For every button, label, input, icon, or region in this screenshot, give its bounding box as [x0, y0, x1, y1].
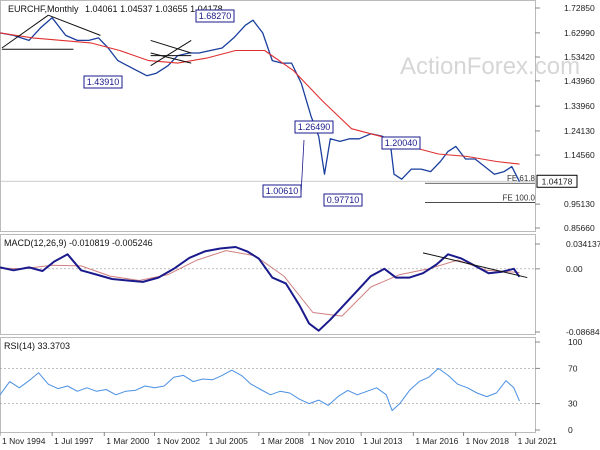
price-annotation-label: 0.97710	[327, 195, 360, 205]
macd-trendline	[422, 252, 528, 279]
x-tick-label: 1 Jul 2005	[209, 436, 248, 446]
macd-title: MACD(12,26,9) -0.010819 -0.005246	[4, 238, 153, 248]
x-tick-label: 1 Jul 2021	[518, 436, 557, 446]
price-annotation-box	[323, 193, 363, 207]
price-y-tick-label: 1.53420	[564, 52, 595, 62]
watermark: ActionForex.com	[400, 53, 580, 80]
price-annotation-label: 1.00610	[266, 186, 299, 196]
rsi-title: RSI(14) 33.3703	[4, 341, 70, 351]
price-panel-frame	[0, 0, 536, 232]
rsi-line	[0, 367, 520, 412]
rsi-panel-frame	[0, 337, 536, 433]
price-annotation-label: 1.20040	[385, 138, 418, 148]
x-tick-label: 1 Mar 2000	[106, 436, 149, 446]
macd-series-group	[0, 246, 528, 332]
price-annotation-label: 1.26490	[298, 122, 331, 132]
trendline	[150, 39, 192, 54]
rsi-y-tick-label: 100	[568, 337, 582, 347]
price-annotation-box	[381, 136, 421, 150]
symbol-label: EURCHF,Monthly	[8, 4, 79, 14]
price-annotations: 1.68270 1.43910 1.26490 1.00610 0.97710 1.200…	[83, 9, 421, 207]
rsi-y-tick-label: 70	[568, 363, 578, 373]
price-annotation-label: 1.68270	[199, 11, 232, 21]
price-y-axis: 1.72850 1.62990 1.53420 1.43960 1.33960 1.241…	[535, 3, 595, 233]
current-price-box	[536, 174, 578, 188]
macd-y-tick-label: 0.00	[566, 264, 583, 274]
price-series-group	[0, 17, 521, 182]
price-y-tick-label: 1.33960	[564, 101, 595, 111]
price-y-tick-label: 1.43960	[564, 76, 595, 86]
rsi-y-axis: 100 70 30 0	[0, 337, 582, 435]
price-y-tick-label: 1.72850	[564, 3, 595, 13]
time-axis: 1 Nov 1994 1 Jul 1997 1 Mar 2000 1 Nov 2002…	[0, 432, 557, 446]
current-price-label: 1.04178	[542, 176, 573, 186]
fe-level-label: FE 61.8	[507, 174, 536, 183]
fibonacci-extension-levels: FE 61.8 FE 100.0	[425, 174, 536, 203]
trendlines	[1, 14, 192, 67]
x-tick-label: 1 Nov 1994	[2, 436, 46, 446]
fe-level-label: FE 100.0	[503, 193, 536, 202]
rsi-y-tick-label: 0	[568, 425, 573, 435]
x-tick-label: 1 Nov 2010	[311, 436, 355, 446]
rsi-y-tick-label: 30	[568, 399, 578, 409]
price-y-tick-label: 0.95130	[564, 199, 595, 209]
macd-y-axis: 0.034137 0.00 -0.086849	[0, 239, 600, 337]
price-annotation-label: 1.43910	[87, 77, 120, 87]
price-y-tick-label: 1.24130	[564, 126, 595, 136]
x-tick-label: 1 Jul 1997	[54, 436, 93, 446]
x-tick-label: 1 Nov 2002	[157, 436, 201, 446]
x-tick-label: 1 Nov 2018	[466, 436, 510, 446]
macd-panel-frame	[0, 234, 536, 335]
trendline	[1, 14, 49, 49]
ohlc-values: 1.04061 1.04537 1.03655 1.04178	[85, 4, 223, 14]
trendline	[150, 39, 192, 67]
price-panel-header: EURCHF,Monthly 1.04061 1.04537 1.03655 1…	[8, 4, 223, 14]
price-line	[0, 17, 521, 182]
trendline	[48, 14, 101, 36]
price-annotation-box	[83, 75, 123, 89]
annotation-leader	[300, 139, 305, 195]
x-tick-label: 1 Jul 2013	[363, 436, 402, 446]
macd-y-tick-label: -0.086849	[566, 327, 600, 337]
rsi-series-group	[0, 367, 520, 412]
current-price-marker: 1.04178	[536, 174, 578, 188]
price-annotation-box	[294, 120, 334, 134]
moving-average-line	[0, 32, 520, 165]
price-annotation-box	[195, 9, 235, 23]
x-tick-label: 1 Mar 2008	[261, 436, 304, 446]
macd-y-tick-label: 0.034137	[566, 239, 600, 249]
price-y-tick-label: 1.62990	[564, 28, 595, 38]
price-y-tick-label: 1.14560	[564, 150, 595, 160]
trendline	[150, 52, 192, 64]
macd-line	[0, 246, 521, 332]
price-y-tick-label: 0.85660	[564, 223, 595, 233]
x-tick-label: 1 Mar 2016	[415, 436, 458, 446]
